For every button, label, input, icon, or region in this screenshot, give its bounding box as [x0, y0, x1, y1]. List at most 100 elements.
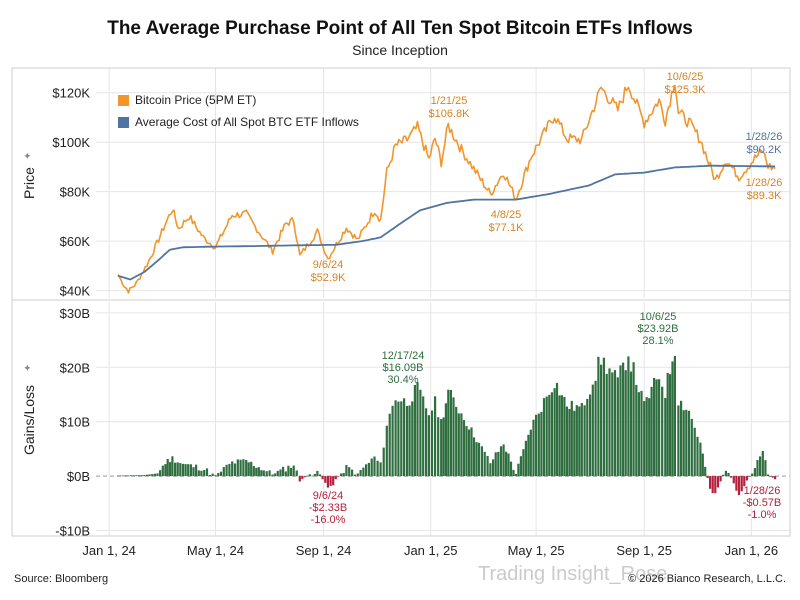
gain-bar	[239, 459, 242, 477]
gain-bar	[318, 474, 322, 477]
gain-bar	[509, 461, 513, 477]
chart-title: The Average Purchase Point of All Ten Sp…	[107, 18, 693, 39]
gain-bar	[690, 418, 693, 477]
gain-bar	[353, 474, 356, 477]
loss-bar	[298, 476, 301, 482]
gain-bar	[388, 413, 391, 477]
gain-bar	[542, 398, 546, 477]
gain-bar	[558, 395, 561, 477]
loss-bar	[301, 476, 304, 479]
gain-bar	[359, 470, 362, 477]
gain-bar	[616, 377, 619, 477]
gain-bar	[447, 389, 450, 477]
bitcoin-price-line	[117, 84, 776, 294]
gain-bar	[225, 464, 228, 477]
gain-bar	[219, 471, 223, 477]
gain-bar	[696, 436, 699, 477]
y-tick-label-bottom: $30B	[60, 306, 90, 321]
gain-bar	[583, 405, 586, 477]
y-tick-label-bottom: $10B	[60, 415, 90, 430]
loss-bar	[743, 476, 746, 487]
y-tick-label-bottom: -$10B	[55, 524, 90, 539]
gain-bar	[166, 459, 169, 477]
y-tick-label-bottom: $0B	[67, 469, 90, 484]
gain-bar	[413, 385, 416, 477]
gain-bar	[208, 474, 211, 477]
price-annotation-date: 1/21/25	[431, 95, 468, 107]
y-tick-label-top: $60K	[60, 234, 91, 249]
gain-bar	[687, 410, 691, 477]
gain-bar	[619, 365, 622, 477]
gain-bar	[507, 453, 510, 477]
gain-bar	[127, 475, 130, 477]
gain-bar	[591, 384, 594, 477]
loss-bar	[711, 476, 714, 494]
gain-bar	[764, 460, 767, 477]
gain-bar	[164, 464, 167, 477]
gain-bar	[632, 362, 635, 477]
gain-bar	[367, 462, 370, 477]
gain-bar	[391, 405, 394, 477]
gain-bar	[682, 410, 685, 477]
gains-annotation-date: 9/6/24	[313, 490, 344, 502]
gains-annotation-value: -$2.33B	[309, 502, 348, 514]
gain-bar	[497, 451, 500, 477]
gain-bar	[422, 396, 425, 477]
x-tick-label: May 1, 25	[508, 543, 565, 558]
gain-bar	[151, 474, 154, 477]
gain-bar	[637, 392, 640, 477]
gain-bar	[156, 473, 159, 477]
gain-bar	[348, 467, 351, 477]
gain-bar	[578, 406, 581, 477]
gain-bar	[148, 474, 151, 477]
gain-bar	[475, 442, 478, 477]
price-annotation-value: $125.3K	[665, 84, 707, 96]
gain-bar	[255, 467, 258, 477]
gain-bar	[671, 361, 674, 477]
gain-bar	[611, 372, 614, 477]
price-annotation-value: $77.1K	[489, 222, 525, 234]
gain-bar	[483, 451, 486, 477]
gain-bar	[769, 476, 772, 477]
x-tick-label: Jan 1, 26	[725, 543, 779, 558]
gain-bar	[467, 429, 471, 477]
gain-bar	[135, 475, 138, 477]
loss-bar	[709, 476, 712, 489]
gain-bar	[622, 362, 625, 477]
gain-bar	[419, 389, 422, 477]
gain-bar	[635, 384, 638, 477]
gain-bar	[233, 463, 237, 477]
gain-bar	[550, 392, 553, 477]
gain-bar	[502, 444, 505, 477]
loss-bar	[774, 476, 777, 480]
loss-bar	[706, 476, 709, 479]
gain-bar	[382, 447, 385, 477]
gain-bar	[425, 408, 428, 477]
gain-bar	[748, 476, 751, 477]
gain-bar	[217, 473, 220, 477]
loss-bar	[303, 476, 306, 478]
gain-bar	[658, 379, 661, 477]
gain-bar	[548, 394, 551, 477]
loss-bar	[730, 476, 733, 478]
gain-bar	[514, 474, 517, 477]
gain-bar	[586, 398, 589, 477]
loss-bar	[740, 476, 743, 492]
watermark: Trading Insight_Rose	[478, 563, 668, 585]
gain-bar	[645, 397, 648, 477]
price-annotation-date: 1/28/26	[746, 177, 783, 189]
x-tick-label: Sep 1, 25	[616, 543, 672, 558]
gain-bar	[499, 446, 503, 477]
gain-bar	[370, 458, 373, 477]
gain-bar	[394, 400, 397, 477]
gain-bar	[589, 394, 592, 477]
gain-bar	[434, 396, 437, 477]
gain-bar	[262, 470, 265, 477]
gains-annotation-pct: 28.1%	[642, 335, 673, 347]
annotations: 9/6/24$52.9K1/21/25$106.8K4/8/25$77.1K10…	[309, 71, 783, 526]
gain-bar	[430, 410, 434, 477]
gain-bar	[385, 425, 388, 477]
price-lines	[117, 84, 776, 294]
gain-bar	[362, 467, 365, 477]
